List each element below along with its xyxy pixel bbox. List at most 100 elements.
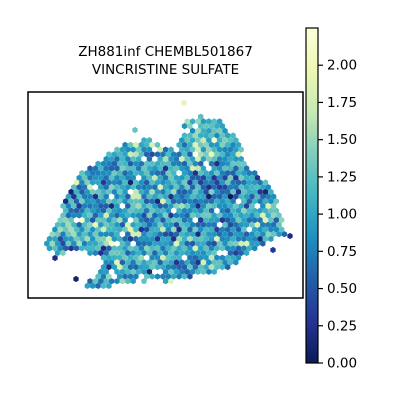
hex-spot xyxy=(157,146,163,153)
hex-spot xyxy=(184,174,190,181)
hex-spot xyxy=(208,235,215,242)
hex-spot xyxy=(270,212,277,219)
hex-spot xyxy=(195,165,201,172)
hex-spot xyxy=(181,170,188,177)
hex-spot xyxy=(165,207,171,214)
hex-spot xyxy=(92,231,99,238)
hex-spot xyxy=(200,118,207,125)
hex-spot xyxy=(73,226,80,233)
hex-spot xyxy=(133,207,139,214)
hex-spot xyxy=(176,217,182,224)
hex-spot xyxy=(243,184,250,191)
hex-spot xyxy=(203,264,209,271)
hex-spot xyxy=(192,160,198,167)
hex-spot xyxy=(181,235,188,242)
hex-spot xyxy=(171,245,177,252)
hex-spot xyxy=(225,254,231,261)
hex-spot xyxy=(184,221,190,228)
hex-spot xyxy=(133,179,139,186)
hex-spot xyxy=(230,141,236,148)
hex-spot xyxy=(160,179,166,186)
hex-spot xyxy=(200,231,207,238)
hex-spot xyxy=(157,184,163,191)
hex-spot xyxy=(146,249,153,257)
hex-spot xyxy=(195,240,201,247)
hex-spot xyxy=(146,165,153,172)
hex-spot xyxy=(233,202,239,210)
hex-spot xyxy=(100,217,107,224)
hex-spot xyxy=(165,254,171,261)
colorbar-tick-label: 1.00 xyxy=(327,207,357,223)
hex-spot xyxy=(154,179,161,186)
hex-spot xyxy=(84,188,90,195)
hex-spot xyxy=(117,198,123,205)
hex-spot xyxy=(133,151,139,158)
hex-spot xyxy=(254,231,261,238)
hex-spot xyxy=(65,231,72,238)
hex-spot xyxy=(192,141,198,148)
hex-spot xyxy=(206,240,212,247)
hex-spot xyxy=(141,221,147,228)
hex-spot xyxy=(176,160,182,167)
hex-spot xyxy=(200,249,207,257)
hex-spot xyxy=(81,184,88,191)
hex-spot xyxy=(146,231,153,238)
hex-spot xyxy=(65,221,72,228)
hex-spot xyxy=(79,170,85,177)
hex-spot xyxy=(114,278,120,285)
hex-spot xyxy=(238,165,244,172)
hex-spot xyxy=(171,179,177,186)
hex-spot xyxy=(63,235,69,242)
hex-spot xyxy=(219,123,225,130)
hex-spot xyxy=(198,198,204,205)
hex-spot xyxy=(122,207,128,214)
hex-spot xyxy=(138,151,144,158)
hex-spot xyxy=(195,268,201,275)
hex-spot xyxy=(233,184,239,191)
hex-spot xyxy=(222,155,228,163)
hex-spot xyxy=(144,264,150,271)
hex-spot xyxy=(73,198,80,205)
hex-spot xyxy=(95,226,101,233)
hex-spot xyxy=(71,221,77,228)
hex-spot xyxy=(79,179,85,186)
hex-spot xyxy=(208,123,215,130)
hex-spot xyxy=(219,198,225,205)
hex-spot xyxy=(152,240,158,247)
hex-spot xyxy=(98,184,104,191)
hex-spot xyxy=(262,226,269,233)
hex-spot xyxy=(227,137,234,144)
hex-spot xyxy=(187,264,193,271)
hex-spot xyxy=(154,273,161,280)
hex-spot xyxy=(73,275,79,283)
hex-spot xyxy=(243,240,250,247)
hex-spot xyxy=(254,221,261,228)
hex-spot xyxy=(133,170,139,177)
hex-spot xyxy=(57,235,63,242)
hex-spot xyxy=(225,226,231,233)
hex-spot xyxy=(114,231,120,238)
hex-spot xyxy=(200,240,207,247)
hex-spot xyxy=(149,170,155,177)
hex-spot xyxy=(249,221,255,228)
hex-spot xyxy=(114,174,120,181)
hex-spot xyxy=(227,184,234,191)
hex-spot xyxy=(154,170,161,177)
hex-spot xyxy=(214,188,220,195)
hex-spot xyxy=(106,151,112,158)
hex-spot xyxy=(125,249,131,257)
hex-spot xyxy=(233,212,239,219)
hex-spot xyxy=(106,170,112,177)
hex-spot xyxy=(208,245,215,252)
hex-spot xyxy=(222,259,228,266)
hex-spot xyxy=(262,188,269,195)
hex-spot xyxy=(135,165,142,172)
hex-spot xyxy=(241,170,247,177)
hex-spot xyxy=(173,165,180,172)
hex-spot xyxy=(179,212,185,219)
hex-spot xyxy=(141,193,147,200)
hex-spot xyxy=(162,278,169,285)
hex-spot xyxy=(173,155,180,163)
hex-spot xyxy=(90,188,96,195)
hex-spot xyxy=(222,174,228,181)
